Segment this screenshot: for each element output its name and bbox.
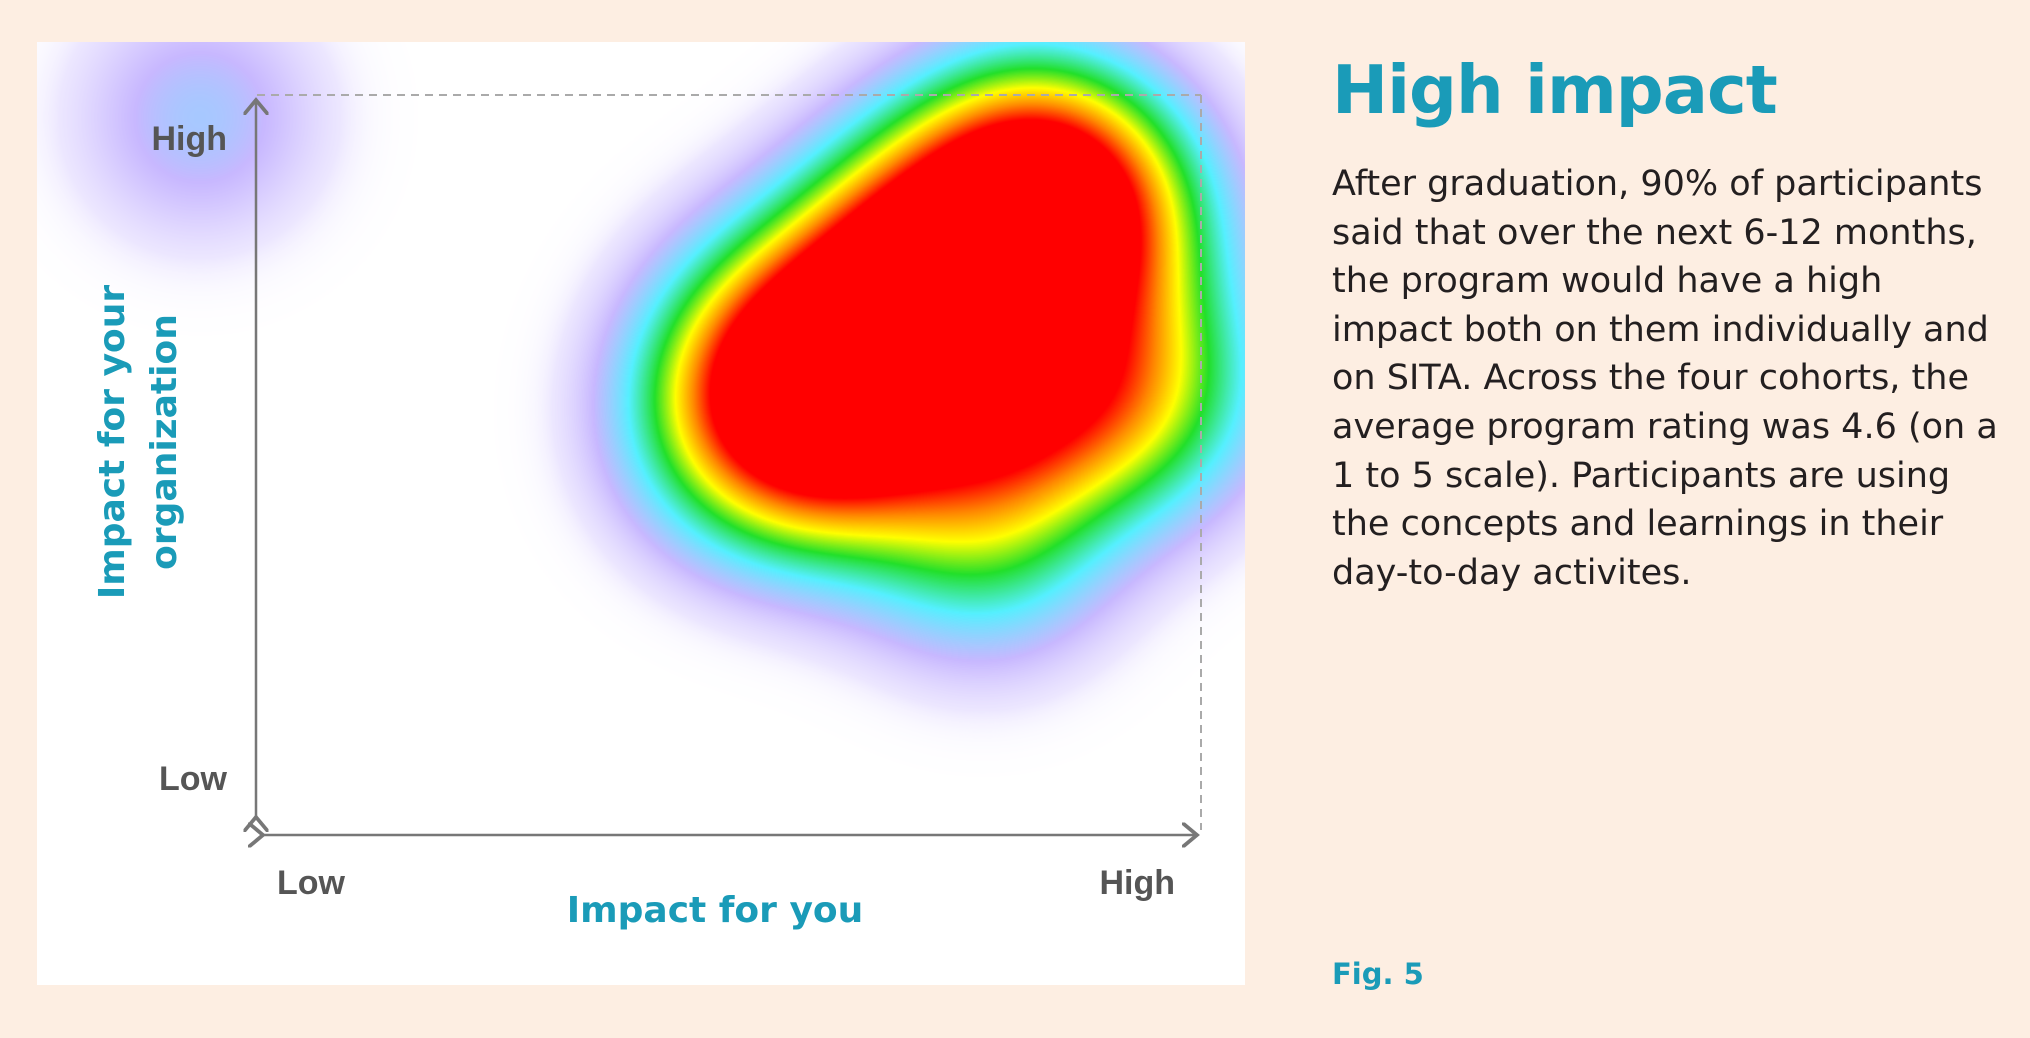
y-axis-title-line-1: Impact for your — [92, 285, 133, 600]
y-axis-title-line-2: organization — [144, 314, 185, 570]
x-axis-title: Impact for you — [567, 890, 864, 931]
x-tick-low: Low — [277, 864, 346, 902]
chart-panel: High Low Low High Impact for you Impact … — [37, 42, 1245, 985]
y-tick-low: Low — [159, 760, 228, 798]
heatmap-chart: High Low Low High Impact for you Impact … — [37, 42, 1245, 985]
figure-label: Fig. 5 — [1332, 957, 1424, 991]
y-tick-high: High — [151, 120, 227, 158]
x-tick-high: High — [1099, 864, 1175, 902]
page-title: High impact — [1332, 51, 1778, 129]
body-text: After graduation, 90% of participants sa… — [1332, 164, 1998, 593]
heatmap-density — [37, 42, 1245, 985]
